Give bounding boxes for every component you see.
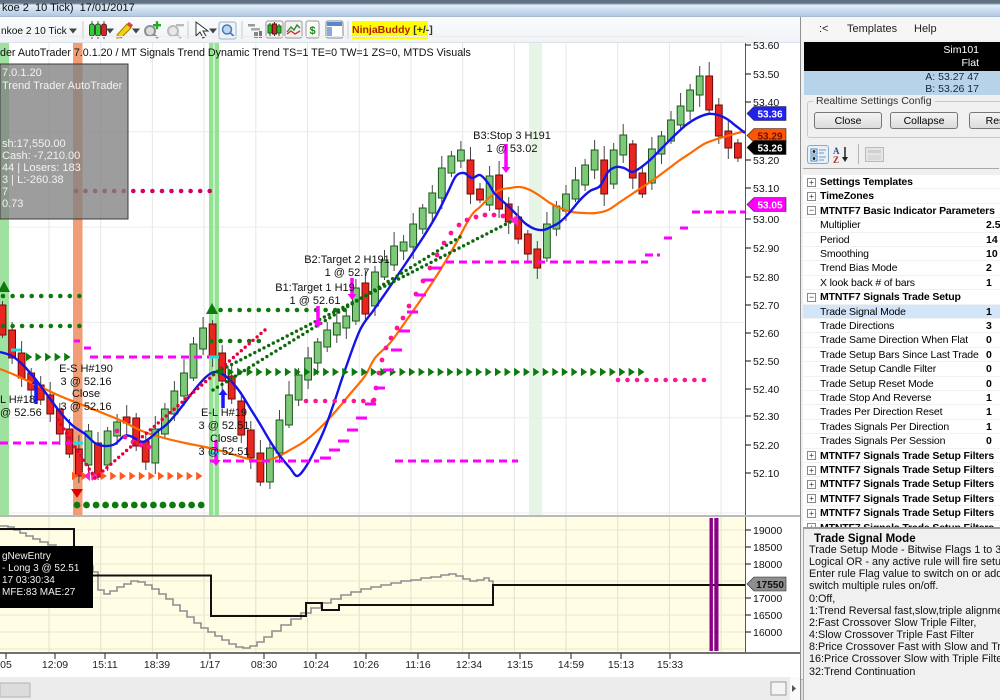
svg-text:18:39: 18:39 <box>144 659 170 671</box>
svg-text:B3:Stop 3 H191: B3:Stop 3 H191 <box>473 130 551 142</box>
svg-text:Close: Close <box>72 388 100 400</box>
svg-text:11:16: 11:16 <box>405 659 431 671</box>
svg-text:52.10: 52.10 <box>753 468 779 480</box>
svg-text:Cash: -7,210.00: Cash: -7,210.00 <box>2 150 80 162</box>
svg-text:52.60: 52.60 <box>753 328 779 340</box>
svg-text:12:34: 12:34 <box>456 659 482 671</box>
svg-text:B2:Target 2 H191: B2:Target 2 H191 <box>304 254 390 266</box>
svg-text:MFE:83 MAE:27: MFE:83 MAE:27 <box>2 587 76 598</box>
svg-text:52.20: 52.20 <box>753 440 779 452</box>
svg-text:44 | Losers: 183: 44 | Losers: 183 <box>2 162 81 174</box>
svg-text:52.40: 52.40 <box>753 384 779 396</box>
svg-text:nkoe 2 10 Tick: nkoe 2 10 Tick <box>1 26 68 37</box>
svg-text:16500: 16500 <box>753 610 782 622</box>
svg-text:E-S H#190: E-S H#190 <box>59 363 113 375</box>
svg-text:Z: Z <box>833 155 839 164</box>
svg-text:16000: 16000 <box>753 627 782 639</box>
svg-text:E-L H#19: E-L H#19 <box>201 407 247 419</box>
svg-text:1/17: 1/17 <box>200 659 221 671</box>
svg-text:10:26: 10:26 <box>353 659 379 671</box>
svg-text:53.05: 53.05 <box>757 200 782 211</box>
svg-text:- Long 3 @ 52.51: - Long 3 @ 52.51 <box>2 563 80 574</box>
svg-text:53.40: 53.40 <box>753 97 779 109</box>
svg-text:7.0.1.20: 7.0.1.20 <box>2 67 42 79</box>
svg-text:14:59: 14:59 <box>558 659 584 671</box>
svg-text:13:15: 13:15 <box>507 659 533 671</box>
svg-text:19000: 19000 <box>753 525 782 537</box>
svg-text:$: $ <box>309 25 315 37</box>
svg-text:3 @ 52.16: 3 @ 52.16 <box>61 401 112 413</box>
svg-text:L H#18: L H#18 <box>0 394 35 406</box>
svg-text:15:33: 15:33 <box>657 659 683 671</box>
svg-text:53.20: 53.20 <box>753 155 779 167</box>
svg-text:52.90: 52.90 <box>753 243 779 255</box>
svg-text:1 @ 53.02: 1 @ 53.02 <box>487 143 538 155</box>
svg-text:53.60: 53.60 <box>753 40 779 52</box>
svg-text:53.36: 53.36 <box>757 109 782 120</box>
svg-text:52.50: 52.50 <box>753 356 779 368</box>
svg-text:53.50: 53.50 <box>753 69 779 81</box>
svg-text:17 03:30:34: 17 03:30:34 <box>2 575 55 586</box>
svg-text:1 @ 52.61: 1 @ 52.61 <box>290 295 341 307</box>
svg-text:Trend Trader AutoTrader: Trend Trader AutoTrader <box>2 80 123 92</box>
svg-text:10:24: 10:24 <box>303 659 329 671</box>
svg-text:53.29: 53.29 <box>757 131 782 142</box>
svg-text:15:11: 15:11 <box>92 659 118 671</box>
svg-text:3 @ 52.51: 3 @ 52.51 <box>199 446 250 458</box>
svg-text:15:13: 15:13 <box>608 659 634 671</box>
svg-text:12:09: 12:09 <box>42 659 68 671</box>
svg-text:A: A <box>833 146 840 156</box>
svg-text:Close: Close <box>210 433 238 445</box>
svg-text:17000: 17000 <box>753 593 782 605</box>
svg-text:gNewEntry: gNewEntry <box>2 551 51 562</box>
svg-text:53.10: 53.10 <box>753 183 779 195</box>
svg-text:B1:Target 1 H19: B1:Target 1 H19 <box>275 282 355 294</box>
svg-text:18000: 18000 <box>753 559 782 571</box>
svg-text:3 @ 52.16: 3 @ 52.16 <box>61 376 112 388</box>
svg-text:18500: 18500 <box>753 542 782 554</box>
svg-text:52.80: 52.80 <box>753 272 779 284</box>
svg-text:3 | L:-260.38: 3 | L:-260.38 <box>2 174 64 186</box>
svg-text:@ 52.56: @ 52.56 <box>0 407 42 419</box>
svg-text:7: 7 <box>2 186 8 198</box>
svg-text:53.26: 53.26 <box>757 143 782 154</box>
svg-text:52.30: 52.30 <box>753 411 779 423</box>
svg-text:53.00: 53.00 <box>753 214 779 226</box>
svg-text:der AutoTrader 7.0.1.20 / MT: der AutoTrader 7.0.1.20 / MT Signals Tre… <box>0 47 471 59</box>
svg-text:05: 05 <box>0 659 12 671</box>
svg-text:0.73: 0.73 <box>2 198 23 210</box>
svg-text:08:30: 08:30 <box>251 659 277 671</box>
svg-text:3 @ 52.51: 3 @ 52.51 <box>199 420 250 432</box>
svg-text:17550: 17550 <box>756 580 784 591</box>
svg-text:52.70: 52.70 <box>753 300 779 312</box>
svg-text:1 @ 52.7: 1 @ 52.7 <box>325 267 370 279</box>
svg-text:sh:17,550.00: sh:17,550.00 <box>2 138 66 150</box>
